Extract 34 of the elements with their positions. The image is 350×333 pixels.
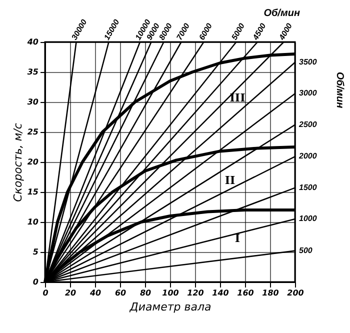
x-tick-label: 180	[262, 288, 280, 298]
x-tick-label: 20	[64, 288, 76, 298]
series-label: 2500	[298, 120, 318, 129]
x-tick-label: 140	[212, 288, 230, 298]
y-tick-label: 0	[32, 278, 39, 286]
series-label: 500	[299, 246, 313, 255]
x-tick-label: 0	[42, 288, 49, 298]
annotation: I	[234, 232, 240, 245]
y-tick-label: 40	[26, 38, 39, 46]
y-tick-label: 35	[27, 68, 39, 76]
y-tick-label: 20	[27, 158, 39, 166]
annotation: III	[230, 91, 246, 104]
y2-axis-title: Об/мин	[334, 72, 345, 108]
x-tick-label: 100	[162, 288, 180, 298]
series-label: 3500	[299, 57, 318, 66]
y-tick-label: 25	[27, 128, 39, 136]
y-tick-label: 30	[27, 98, 39, 106]
x-tick-label: 160	[237, 288, 254, 298]
series-label: 1000	[299, 214, 318, 223]
x-tick-label: 80	[140, 288, 152, 298]
x-tick-label: 120	[187, 288, 204, 298]
series-label: 3000	[299, 88, 318, 98]
y-tick-label: 10	[27, 218, 39, 226]
x-tick-label: 40	[88, 288, 102, 298]
annotation: II	[224, 174, 236, 188]
x-axis-title: Диаметр вала	[128, 300, 212, 314]
y-tick-label: 5	[32, 248, 39, 256]
x-tick-label: 200	[287, 288, 304, 298]
y-axis-title: Скорость, м/с	[11, 123, 24, 202]
series-label: 2000	[298, 152, 318, 161]
x-tick-label: 60	[114, 288, 126, 298]
text: Об/мин	[264, 8, 300, 19]
y-tick-label: 15	[27, 188, 39, 196]
series-label: 1500	[299, 182, 318, 192]
